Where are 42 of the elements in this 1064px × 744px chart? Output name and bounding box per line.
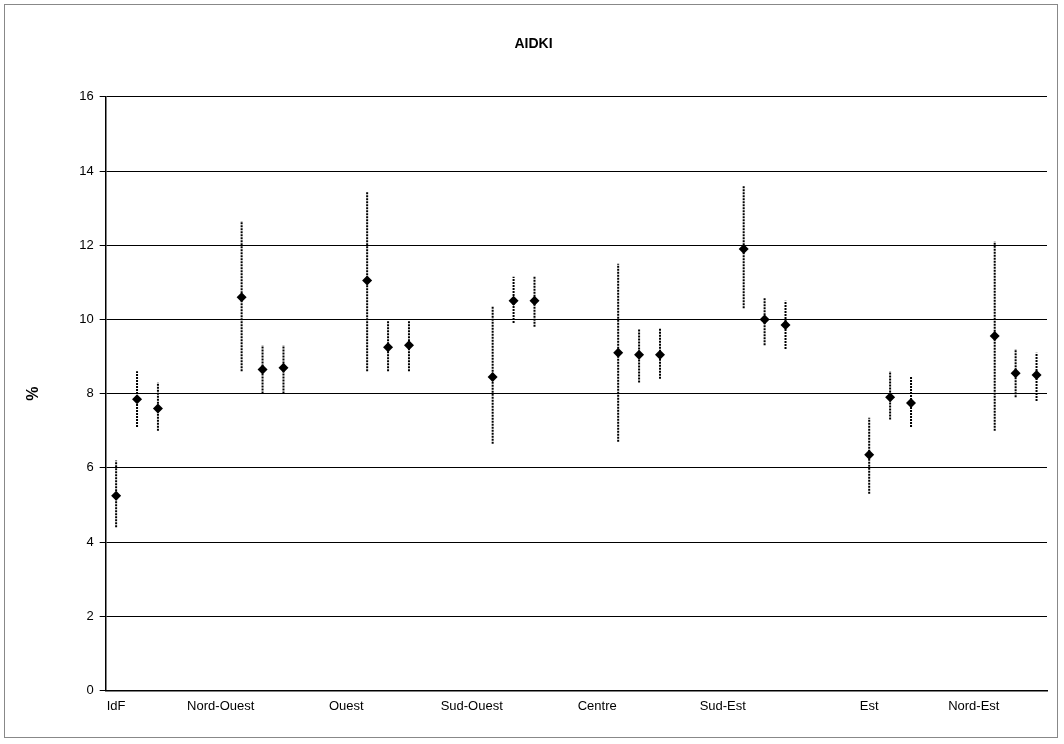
y-tick-label: 6 xyxy=(86,459,94,475)
point xyxy=(864,449,875,460)
x-tick-label: Sud-Ouest xyxy=(440,697,504,713)
y-tick-label: 10 xyxy=(79,310,94,326)
y-axis-title: % xyxy=(24,386,42,401)
point xyxy=(403,340,414,351)
point xyxy=(508,295,519,306)
point xyxy=(655,349,666,360)
y-tick-label: 16 xyxy=(79,88,94,104)
point xyxy=(613,347,624,358)
point xyxy=(780,319,791,330)
x-tick-label: Ouest xyxy=(328,697,364,713)
x-tick-label: Nord-Est xyxy=(948,697,1000,713)
point xyxy=(989,331,1000,342)
point xyxy=(132,394,143,405)
x-tick-label: Sud-Est xyxy=(699,697,747,713)
y-tick-label: 8 xyxy=(86,385,94,401)
x-tick-label: Est xyxy=(859,697,879,713)
point xyxy=(152,403,163,414)
point xyxy=(383,342,394,353)
point xyxy=(738,243,749,254)
point xyxy=(759,314,770,325)
point xyxy=(1010,368,1021,379)
x-tick-label: IdF xyxy=(106,697,126,713)
point xyxy=(885,392,896,403)
y-tick-label: 2 xyxy=(86,607,94,623)
point xyxy=(1031,370,1042,381)
point xyxy=(529,295,540,306)
point xyxy=(111,490,122,501)
y-tick-label: 14 xyxy=(79,162,94,178)
point xyxy=(487,371,498,382)
x-tick-label: Nord-Ouest xyxy=(187,697,255,713)
y-tick-label: 12 xyxy=(79,236,94,252)
x-tick-label: Centre xyxy=(577,697,617,713)
point xyxy=(362,275,373,286)
y-tick-label: 4 xyxy=(86,533,94,549)
point xyxy=(278,362,289,373)
chart-title: AIDKI xyxy=(514,35,553,52)
point xyxy=(634,349,645,360)
y-tick-label: 0 xyxy=(86,681,94,697)
point xyxy=(236,292,247,303)
point xyxy=(257,364,268,375)
